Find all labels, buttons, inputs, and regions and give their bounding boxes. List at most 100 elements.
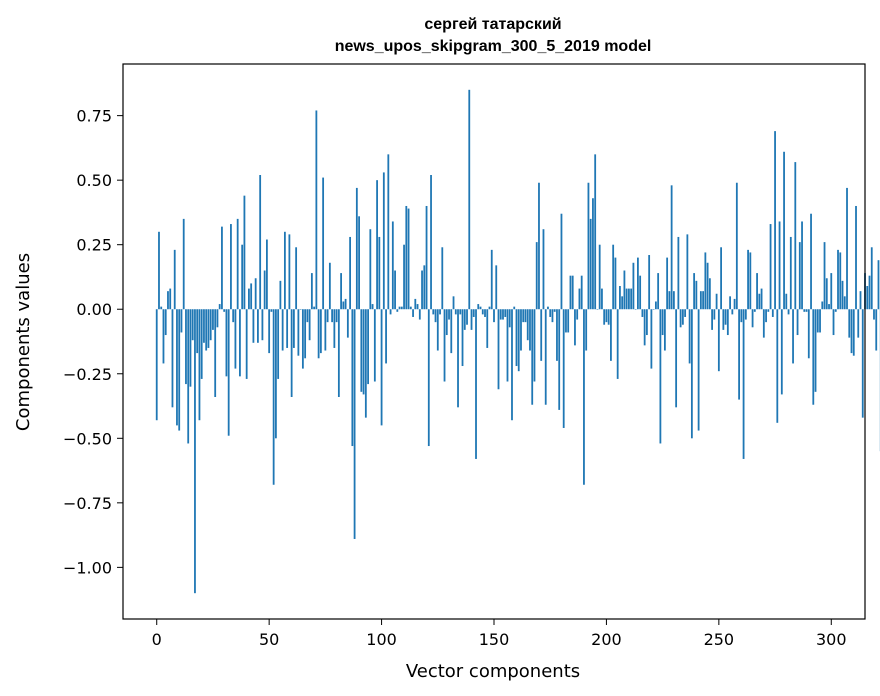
bar-219 (648, 255, 651, 310)
bar-155 (504, 309, 507, 317)
bar-43 (252, 309, 255, 343)
bar-236 (686, 234, 689, 310)
bar-298 (825, 278, 828, 310)
x-tick-label-200: 200 (591, 630, 622, 649)
bar-318 (870, 247, 873, 310)
bar-317 (868, 275, 871, 310)
bar-147 (486, 309, 489, 348)
bar-203 (612, 244, 615, 310)
bar-288 (803, 309, 806, 312)
bar-301 (832, 309, 835, 336)
bar-314 (861, 309, 864, 418)
y-tick-label-5: 0.25 (76, 236, 112, 255)
bar-12 (182, 218, 185, 310)
bar-213 (634, 309, 637, 310)
bar-273 (769, 224, 772, 310)
bar-66 (304, 309, 307, 359)
bar-84 (344, 298, 347, 310)
bar-228 (668, 291, 671, 310)
bar-70 (313, 306, 316, 310)
bar-53 (275, 309, 277, 439)
bar-57 (283, 231, 286, 310)
bar-293 (814, 309, 817, 392)
bar-0 (155, 309, 158, 421)
bar-127 (441, 247, 444, 310)
bar-1 (158, 231, 160, 310)
bar-227 (666, 257, 669, 310)
bar-290 (807, 309, 810, 359)
chart-title-line-1: сергей татарский (424, 16, 561, 33)
bar-270 (762, 309, 765, 338)
bar-304 (839, 252, 842, 310)
bar-210 (628, 288, 630, 310)
bar-182 (565, 309, 567, 333)
bar-61 (292, 309, 295, 348)
bar-25 (212, 309, 214, 330)
bar-3 (162, 309, 165, 364)
bar-30 (223, 309, 226, 312)
bar-260 (740, 309, 743, 323)
chart-title-line-2: news_upos_skipgram_300_5_2019 model (335, 38, 652, 55)
bar-292 (812, 309, 815, 405)
bar-17 (194, 309, 196, 594)
bar-87 (351, 309, 354, 447)
bar-33 (230, 224, 232, 310)
bar-183 (567, 309, 570, 333)
bar-256 (731, 309, 734, 315)
bar-316 (866, 286, 869, 310)
bar-297 (823, 242, 826, 310)
bar-289 (805, 309, 808, 312)
bar-138 (466, 309, 468, 325)
bar-268 (758, 293, 761, 310)
bar-276 (776, 309, 779, 423)
bar-257 (733, 298, 736, 310)
bar-208 (623, 270, 626, 310)
bar-179 (558, 309, 561, 410)
bar-82 (340, 273, 342, 310)
bar-52 (272, 309, 275, 485)
bar-88 (353, 309, 356, 539)
bar-169 (535, 242, 538, 310)
bar-144 (479, 306, 482, 310)
bar-305 (841, 280, 844, 310)
bar-320 (875, 309, 878, 351)
bar-275 (774, 131, 776, 310)
bar-68 (308, 309, 311, 341)
bar-148 (488, 306, 491, 310)
bar-302 (834, 309, 837, 312)
bar-299 (828, 304, 830, 310)
bar-4 (164, 309, 167, 336)
y-tick-label-3: −0.25 (63, 365, 112, 384)
bar-78 (331, 309, 334, 323)
bar-229 (670, 185, 673, 310)
bar-67 (306, 309, 309, 323)
bar-124 (434, 309, 437, 323)
bar-200 (605, 309, 608, 323)
bar-133 (454, 309, 457, 315)
bar-164 (524, 309, 527, 323)
bar-190 (583, 309, 585, 485)
bar-116 (416, 304, 419, 310)
bar-277 (778, 221, 781, 310)
x-tick-label-300: 300 (816, 630, 847, 649)
bar-177 (553, 309, 556, 312)
bar-207 (621, 296, 624, 310)
bar-75 (324, 309, 327, 351)
bar-36 (236, 218, 239, 310)
bar-107 (396, 309, 399, 312)
bar-35 (234, 309, 237, 369)
bar-170 (538, 182, 540, 310)
bar-279 (783, 151, 785, 310)
bar-38 (241, 244, 244, 310)
bar-62 (295, 247, 298, 310)
bar-160 (515, 309, 518, 367)
bar-6 (169, 288, 172, 310)
bar-216 (641, 309, 644, 317)
bar-139 (468, 89, 471, 310)
bar-296 (821, 301, 824, 310)
bar-171 (540, 309, 543, 361)
bar-284 (794, 162, 797, 310)
bars-group (155, 89, 880, 594)
x-axis-ticks: 0 50 100 150 200 250 300 (152, 619, 847, 649)
bar-129 (445, 309, 448, 336)
